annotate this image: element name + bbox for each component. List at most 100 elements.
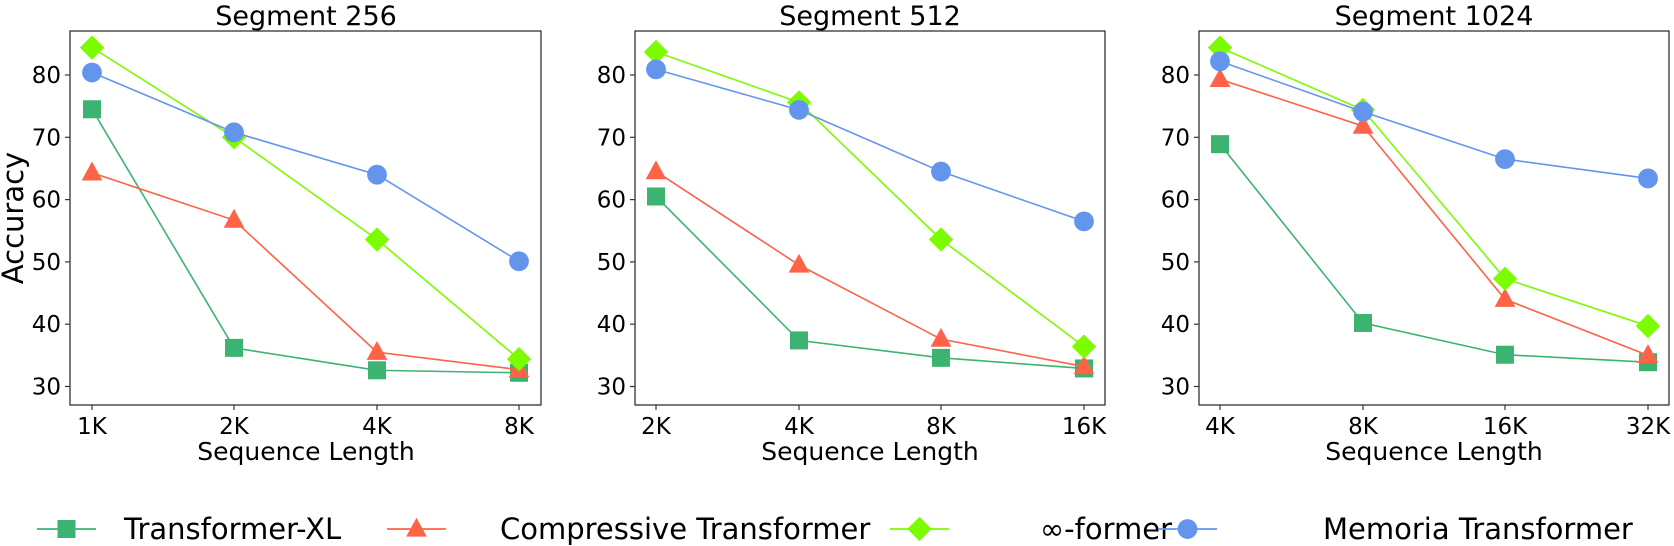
x-tick-label: 8K: [1348, 414, 1379, 440]
triangle-marker-icon: [406, 517, 427, 537]
legend-item-infinity-former: ∞-former: [890, 512, 1172, 546]
plot-frame: [634, 30, 1106, 406]
subplot-segment-1024: Segment 1024 Sequence Length 30 40 50 60 70 8…: [1161, 1, 1671, 466]
diamond-marker-icon: [890, 516, 949, 542]
subplot-title: Segment 1024: [1335, 1, 1534, 32]
series-line: [1219, 78, 1649, 357]
legend-item-memoria-transformer: Memoria Transformer: [1158, 512, 1633, 546]
square-marker-icon: [225, 338, 243, 357]
triangle-marker-icon: [930, 327, 952, 347]
triangle-marker-icon: [387, 517, 446, 537]
y-tick-label: 40: [32, 312, 61, 338]
triangle-marker-icon: [1352, 114, 1374, 134]
circle-marker-icon: [367, 164, 387, 185]
circle-marker-icon: [1158, 519, 1217, 539]
x-axis-label: Sequence Length: [761, 437, 979, 466]
square-marker-icon: [37, 520, 96, 538]
series-line: [91, 172, 520, 371]
y-tick-label: 30: [597, 375, 626, 401]
x-tick-label: 16K: [1483, 414, 1528, 440]
diamond-marker-icon: [506, 346, 532, 372]
y-tick-label: 30: [1161, 375, 1190, 401]
series-square: [647, 187, 1093, 378]
circle-marker-icon: [509, 251, 529, 272]
circle-marker-icon: [1495, 149, 1515, 170]
legend-label: Memoria Transformer: [1323, 512, 1633, 546]
circle-marker-icon: [1210, 51, 1230, 72]
series-circle: [646, 59, 1094, 232]
diamond-marker-icon: [928, 227, 954, 252]
series-circle: [1210, 51, 1658, 189]
triangle-marker-icon: [788, 253, 810, 273]
x-axis-label: Sequence Length: [197, 437, 415, 466]
y-tick-label: 30: [32, 375, 61, 401]
y-tick-label: 80: [32, 63, 61, 89]
plot-frame: [69, 30, 542, 406]
series-line: [91, 46, 520, 360]
y-tick-label: 40: [597, 312, 626, 338]
square-marker-icon: [647, 187, 665, 206]
y-tick-label: 40: [1161, 312, 1190, 338]
y-tick-label: 50: [597, 250, 626, 276]
x-tick-label: 16K: [1062, 414, 1107, 440]
square-marker-icon: [1354, 313, 1372, 332]
series-line: [655, 195, 1085, 370]
x-tick-label: 2K: [219, 414, 250, 440]
diamond-marker-icon: [1071, 334, 1097, 359]
legend-item-transformer-xl: Transformer-XL: [37, 512, 341, 546]
triangle-marker-icon: [645, 160, 667, 180]
x-tick-label: 32K: [1626, 414, 1671, 440]
y-tick-label: 50: [1161, 250, 1190, 276]
series-diamond: [643, 39, 1097, 359]
triangle-marker-icon: [223, 208, 245, 228]
series-circle: [82, 62, 529, 272]
diamond-marker-icon: [364, 227, 390, 252]
series-line: [91, 71, 520, 262]
y-tick-label: 70: [32, 125, 61, 151]
x-tick-label: 4K: [362, 414, 393, 440]
legend-label: Compressive Transformer: [500, 512, 870, 546]
circle-marker-icon: [1074, 211, 1094, 232]
x-tick-label: 8K: [504, 414, 535, 440]
series-line: [655, 170, 1085, 368]
subplot-title: Segment 256: [215, 1, 397, 32]
x-tick-label: 2K: [641, 414, 672, 440]
triangle-marker-icon: [1637, 344, 1659, 363]
y-tick-label: 60: [597, 188, 626, 214]
series-line: [655, 68, 1085, 223]
diamond-marker-icon: [1635, 313, 1661, 339]
y-tick-label: 60: [1161, 188, 1190, 214]
circle-marker-icon: [789, 99, 809, 120]
square-marker-icon: [83, 100, 101, 119]
y-tick-label: 70: [1161, 125, 1190, 151]
y-tick-label: 70: [597, 125, 626, 151]
diamond-marker-icon: [907, 516, 932, 542]
triangle-marker-icon: [366, 340, 388, 360]
series-square: [83, 100, 528, 382]
triangle-marker-icon: [81, 161, 103, 181]
square-marker-icon: [1496, 345, 1514, 364]
diamond-marker-icon: [79, 35, 105, 60]
subplot-segment-256: Segment 256 Sequence Length 30 40 50 60 70 80…: [32, 1, 542, 466]
y-tick-label: 50: [32, 250, 61, 276]
series-triangle: [645, 160, 1095, 375]
legend-label: Transformer-XL: [123, 512, 341, 546]
triangle-marker-icon: [1494, 288, 1516, 307]
square-marker-icon: [1211, 135, 1229, 154]
y-tick-label: 60: [32, 188, 61, 214]
circle-marker-icon: [1638, 168, 1658, 189]
x-tick-label: 1K: [77, 414, 108, 440]
diamond-marker-icon: [643, 39, 669, 65]
circle-marker-icon: [224, 122, 244, 143]
subplot-segment-512: Segment 512 Sequence Length 30 40 50 60 70 80…: [597, 1, 1107, 466]
x-axis-label: Sequence Length: [1325, 437, 1543, 466]
legend: Transformer-XL Compressive Transformer ∞…: [37, 512, 1633, 546]
triangle-marker-icon: [1209, 68, 1231, 88]
subplot-title: Segment 512: [779, 1, 961, 32]
circle-marker-icon: [931, 161, 951, 182]
series-triangle: [1209, 68, 1659, 363]
square-marker-icon: [932, 348, 950, 367]
series-line: [655, 51, 1085, 348]
series-line: [1219, 46, 1649, 327]
